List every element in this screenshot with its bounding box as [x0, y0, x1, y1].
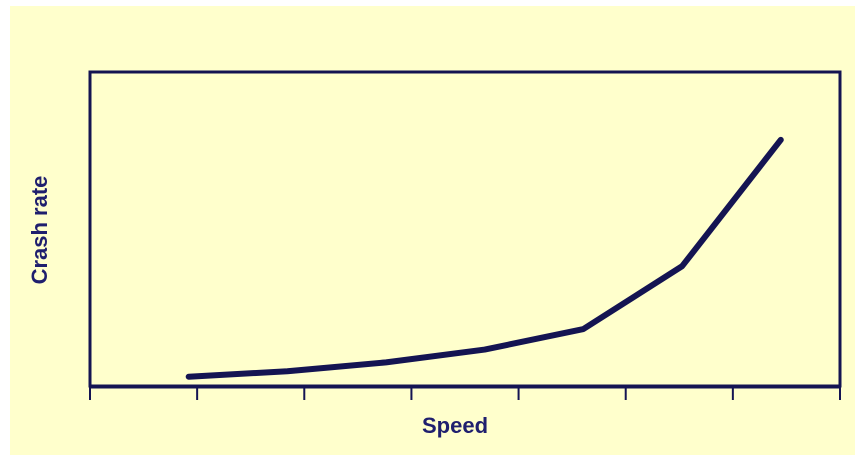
- x-axis-label: Speed: [422, 413, 488, 438]
- crash-rate-line: [185, 136, 784, 380]
- plot-area-frame: [88, 70, 842, 388]
- x-axis-ticks: [89, 387, 841, 400]
- series-layer: [185, 136, 784, 380]
- y-axis-label: Crash rate: [27, 176, 52, 285]
